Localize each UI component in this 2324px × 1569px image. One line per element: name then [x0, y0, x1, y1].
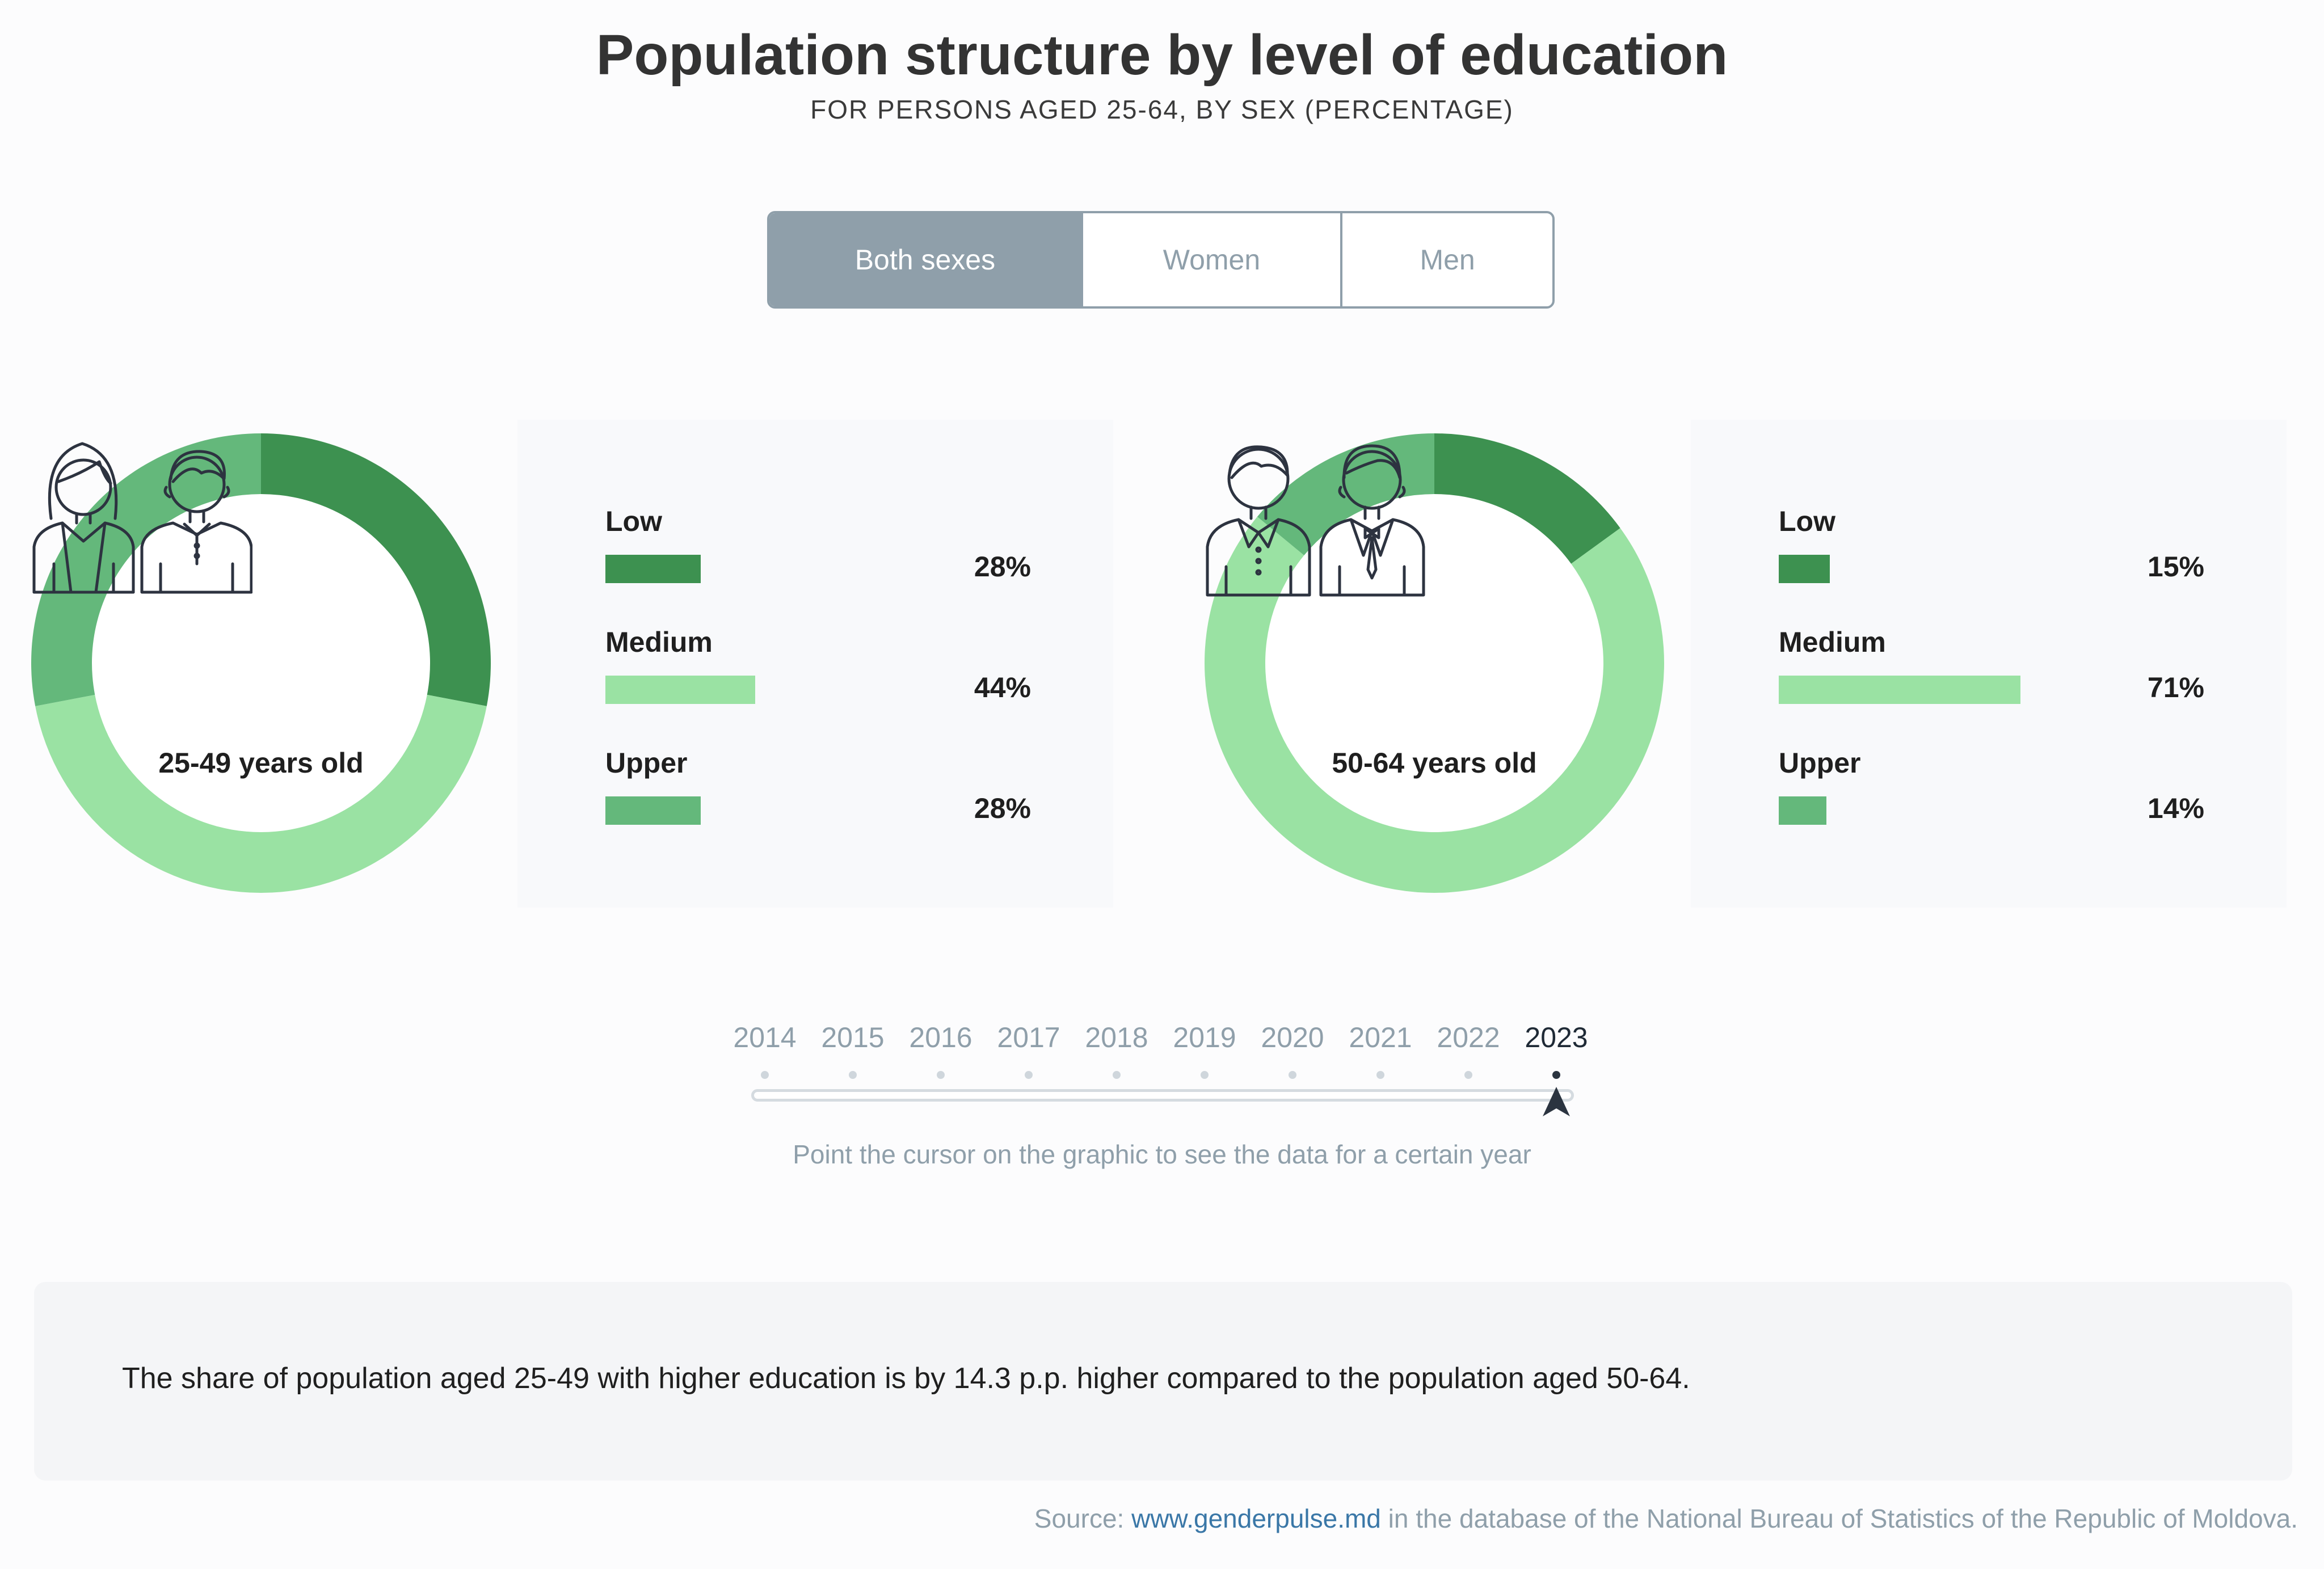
- legend-bar-medium: [605, 676, 755, 704]
- legend-bar-low: [605, 555, 701, 583]
- year-2016[interactable]: 2016: [909, 1022, 972, 1053]
- year-dot-2020[interactable]: [1289, 1071, 1296, 1079]
- year-timeline: 2014 2015 2016 2017 2018 2019 2020 2021 2022 2023: [721, 1021, 1606, 1123]
- source-suffix: in the database of the National Bureau o…: [1380, 1504, 2298, 1533]
- legend-value-upper: 14%: [2147, 792, 2204, 824]
- legend-label-medium: Medium: [605, 626, 713, 658]
- year-dot-2017[interactable]: [1025, 1071, 1033, 1079]
- year-dot-2015[interactable]: [849, 1071, 857, 1079]
- legend-label-low: Low: [1779, 505, 1835, 537]
- timeline-handle-icon[interactable]: [1539, 1085, 1573, 1119]
- year-dot-2019[interactable]: [1201, 1071, 1209, 1079]
- donut-hole: [1265, 494, 1603, 832]
- chart-subtitle: FOR PERSONS AGED 25-64, BY SEX (PERCENTA…: [810, 95, 1514, 124]
- legend-value-upper: 28%: [974, 792, 1031, 824]
- year-2023[interactable]: 2023: [1525, 1022, 1588, 1053]
- legend-value-medium: 44%: [974, 672, 1031, 703]
- legend-value-low: 28%: [974, 551, 1031, 583]
- age-group-label-25-49: 25-49 years old: [158, 747, 364, 779]
- legend-item-upper[interactable]: Upper 14%: [1691, 746, 2287, 837]
- year-2018[interactable]: 2018: [1085, 1022, 1148, 1053]
- donut-slice-low[interactable]: [261, 433, 491, 706]
- insight-box: The share of population aged 25-49 with …: [34, 1282, 2292, 1481]
- donut-chart-50-64: [1205, 433, 1664, 893]
- legend-value-low: 15%: [2147, 551, 2204, 583]
- donut-slice-medium[interactable]: [35, 694, 487, 893]
- legend-bar-upper: [605, 796, 701, 825]
- toggle-women[interactable]: Women: [1080, 213, 1340, 306]
- legend-label-upper: Upper: [1779, 747, 1861, 779]
- donut-50-64[interactable]: 50-64 years old: [1205, 433, 1664, 893]
- legend-item-medium[interactable]: Medium 71%: [1691, 626, 2287, 716]
- chart-title: Population structure by level of educati…: [596, 23, 1728, 87]
- legend-bar-low: [1779, 555, 1830, 583]
- insight-text: The share of population aged 25-49 with …: [122, 1362, 1690, 1395]
- year-2017[interactable]: 2017: [997, 1022, 1060, 1053]
- age-group-label-50-64: 50-64 years old: [1332, 747, 1537, 779]
- timeline-track[interactable]: [751, 1089, 1574, 1102]
- year-dot-2023[interactable]: [1552, 1071, 1560, 1079]
- year-2022[interactable]: 2022: [1437, 1022, 1500, 1053]
- donut-slice-upper[interactable]: [31, 433, 261, 706]
- legend-bar-medium: [1779, 676, 2020, 704]
- two-men-in-suits-icon: [1206, 444, 1425, 597]
- donut-slice-medium[interactable]: [1205, 516, 1664, 893]
- sex-toggle: Both sexes Women Men: [767, 211, 1555, 309]
- legend-value-medium: 71%: [2147, 672, 2204, 703]
- year-dot-2021[interactable]: [1376, 1071, 1384, 1079]
- source-prefix: Source:: [1034, 1504, 1132, 1533]
- toggle-men[interactable]: Men: [1340, 213, 1552, 306]
- year-2015[interactable]: 2015: [821, 1022, 885, 1053]
- source-link[interactable]: www.genderpulse.md: [1131, 1504, 1381, 1533]
- legend-item-low[interactable]: Low 28%: [517, 505, 1113, 596]
- woman-and-man-casual-icon: [32, 442, 252, 594]
- donut-25-49[interactable]: 25-49 years old: [31, 433, 491, 893]
- legend-label-low: Low: [605, 505, 662, 537]
- legend-panel-50-64: Low 15% Medium 71% Upper 14%: [1691, 420, 2287, 908]
- year-2021[interactable]: 2021: [1349, 1022, 1412, 1053]
- donut-hole: [92, 494, 430, 832]
- legend-item-upper[interactable]: Upper 28%: [517, 746, 1113, 837]
- donut-chart-25-49: [31, 433, 491, 893]
- legend-label-medium: Medium: [1779, 626, 1886, 658]
- donut-slice-low[interactable]: [1434, 433, 1620, 564]
- legend-bar-upper: [1779, 796, 1826, 825]
- toggle-both-sexes[interactable]: Both sexes: [769, 213, 1081, 306]
- year-dot-2018[interactable]: [1113, 1071, 1121, 1079]
- year-2014[interactable]: 2014: [733, 1022, 797, 1053]
- year-dot-2014[interactable]: [761, 1071, 769, 1079]
- year-2019[interactable]: 2019: [1173, 1022, 1236, 1053]
- year-dot-2022[interactable]: [1464, 1071, 1472, 1079]
- legend-item-low[interactable]: Low 15%: [1691, 505, 2287, 596]
- year-dot-2016[interactable]: [937, 1071, 945, 1079]
- legend-panel-25-49: Low 28% Medium 44% Upper 28%: [517, 420, 1113, 908]
- timeline-hint: Point the cursor on the graphic to see t…: [793, 1140, 1531, 1169]
- legend-label-upper: Upper: [605, 747, 688, 779]
- legend-item-medium[interactable]: Medium 44%: [517, 626, 1113, 716]
- source-line: Source: www.genderpulse.md in the databa…: [1034, 1503, 2298, 1534]
- year-2020[interactable]: 2020: [1261, 1022, 1324, 1053]
